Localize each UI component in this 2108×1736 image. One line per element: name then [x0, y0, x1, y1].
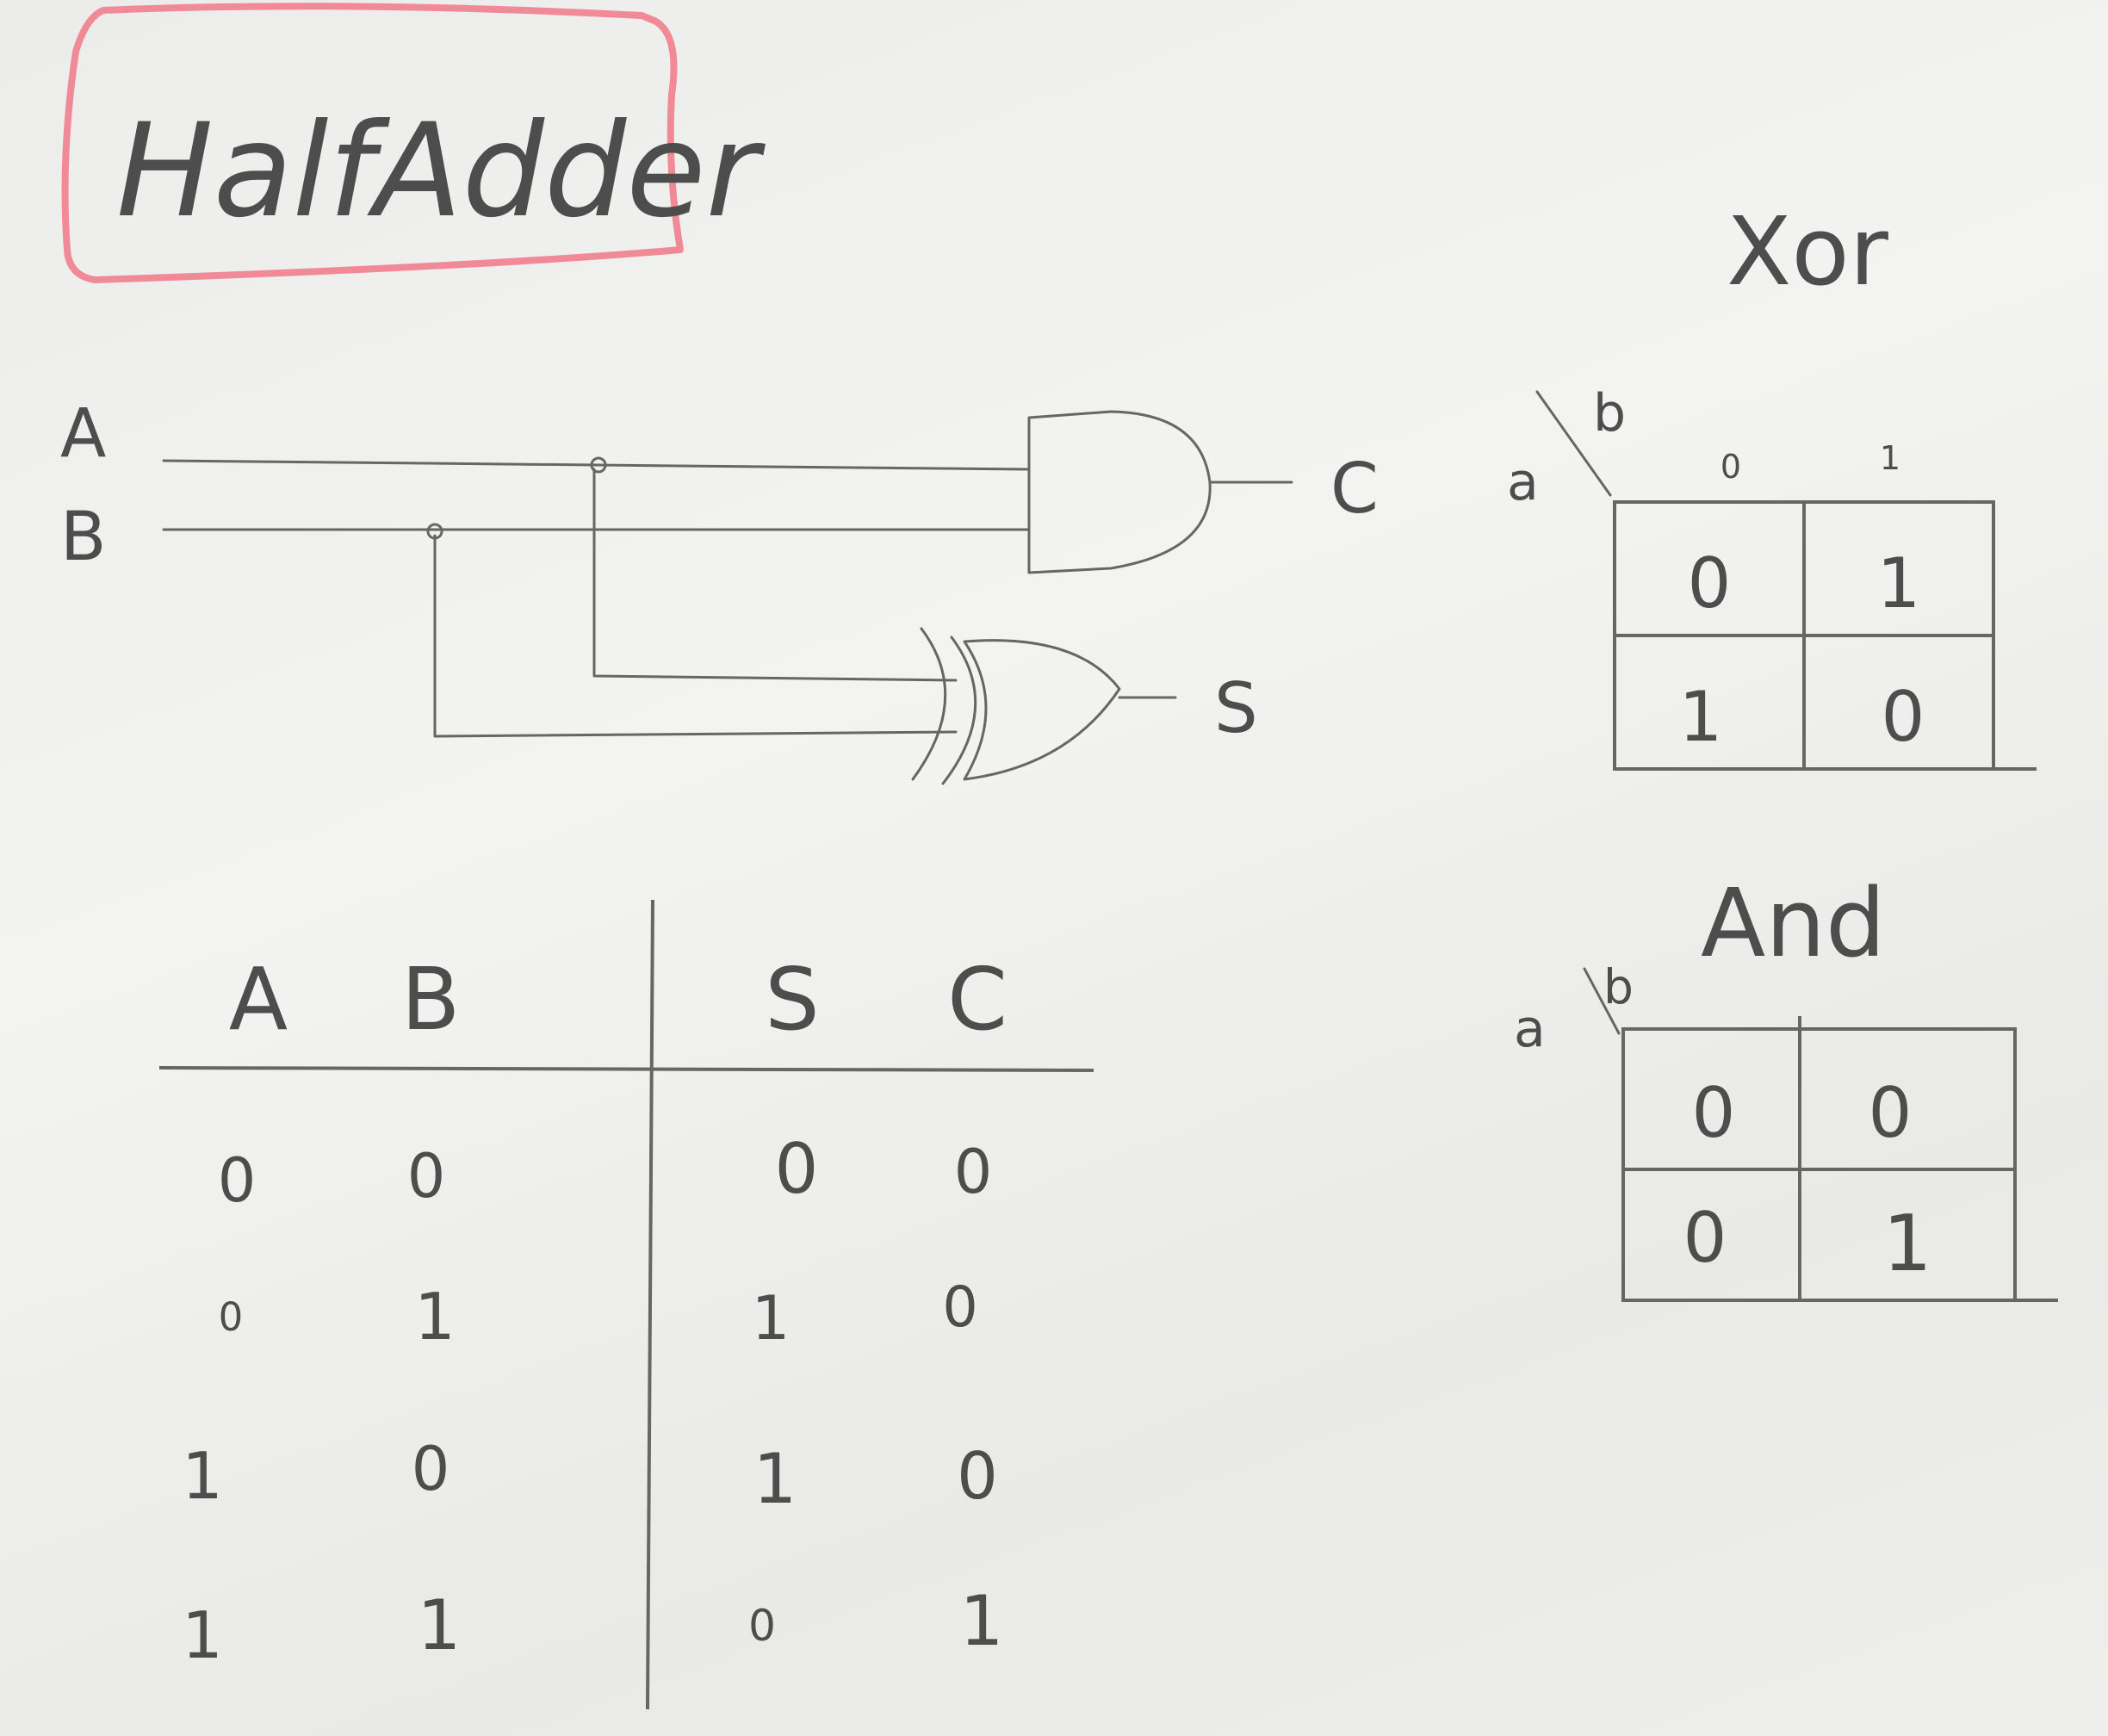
- table-cell: 0: [218, 1145, 257, 1216]
- xor-gate-extra-curve: [911, 627, 947, 781]
- table-cell: 0: [412, 1434, 450, 1504]
- table-cell: 0: [957, 1438, 998, 1514]
- kmap-cell: 0: [1688, 543, 1732, 623]
- kmap-title: And: [1701, 868, 1886, 978]
- kmap-col-var: b: [1603, 959, 1634, 1014]
- table-row: 1 0 1 0: [182, 1434, 998, 1519]
- table-cell: 1: [752, 1283, 790, 1354]
- kmap-cell: 0: [1869, 1073, 1913, 1153]
- kmap-title: Xor: [1727, 196, 1889, 307]
- and-gate: [1027, 410, 1212, 574]
- kmap-col-var: b: [1593, 383, 1626, 443]
- wire-a: [162, 459, 1031, 471]
- kmap-cell: 0: [1683, 1198, 1727, 1278]
- title-box-outline: [61, 3, 684, 283]
- kmap-and: And b a 0 0 0 1: [1514, 868, 2058, 1302]
- table-cell: 0: [748, 1601, 776, 1651]
- kmap-row-var: a: [1507, 452, 1539, 512]
- table-row: 0 0 0 0: [218, 1129, 993, 1216]
- input-label-a: A: [60, 395, 106, 473]
- kmap-cell: 1: [1877, 543, 1921, 623]
- table-cell: 0: [407, 1141, 446, 1212]
- kmap-cell: 0: [1882, 677, 1925, 757]
- input-label-b: B: [60, 499, 107, 576]
- kmap-xor: Xor b a 0 1 0 1 1 0: [1507, 196, 2037, 771]
- truth-table-header: S: [765, 949, 819, 1050]
- table-cell: 1: [182, 1597, 223, 1673]
- truth-table: A B S C 0 0 0 0 0 1 1 0 1 0 1 0 1 1 0 1: [158, 899, 1094, 1710]
- kmap-grid: [1621, 1027, 2017, 1302]
- truth-table-header: C: [947, 949, 1008, 1050]
- table-cell: 0: [954, 1137, 993, 1207]
- wire-a-to-xor: [592, 468, 958, 682]
- table-cell: 1: [182, 1438, 223, 1514]
- carry-output-label: C: [1330, 449, 1379, 529]
- kmap-cell: 1: [1882, 1199, 1931, 1289]
- kmap-cell: 1: [1679, 677, 1723, 757]
- kmap-corner-diagonal: [1583, 967, 1621, 1035]
- circuit-diagram: A B C S: [60, 395, 1379, 785]
- table-row: 1 1 0 1: [182, 1581, 1003, 1673]
- xor-gate-extra-curve: [941, 636, 977, 785]
- truth-table-header: A: [229, 949, 288, 1050]
- junction-a: [590, 456, 607, 474]
- truth-table-header-rule: [158, 1066, 1094, 1072]
- kmap-cell: 0: [1692, 1073, 1736, 1153]
- table-cell: 1: [753, 1439, 797, 1519]
- table-cell: 1: [960, 1581, 1004, 1661]
- truth-table-header: B: [401, 949, 461, 1050]
- xor-gate: [963, 639, 1121, 781]
- table-row: 0 1 1 0: [219, 1275, 978, 1355]
- kmap-col-header: 1: [1880, 439, 1900, 477]
- table-cell: 0: [775, 1129, 819, 1209]
- table-cell: 1: [418, 1585, 462, 1665]
- truth-table-divider: [646, 899, 654, 1710]
- table-cell: 0: [219, 1294, 244, 1340]
- kmap-row-var: a: [1514, 999, 1546, 1059]
- kmap-col-header: 0: [1720, 448, 1741, 486]
- table-cell: 1: [414, 1279, 456, 1355]
- page-title: HalfAdder: [116, 96, 766, 246]
- wire-b-to-xor: [433, 534, 958, 738]
- kmap-corner-diagonal: [1535, 390, 1612, 497]
- sum-output-label: S: [1214, 668, 1258, 748]
- table-cell: 0: [942, 1275, 977, 1340]
- title-box: HalfAdder: [61, 3, 766, 283]
